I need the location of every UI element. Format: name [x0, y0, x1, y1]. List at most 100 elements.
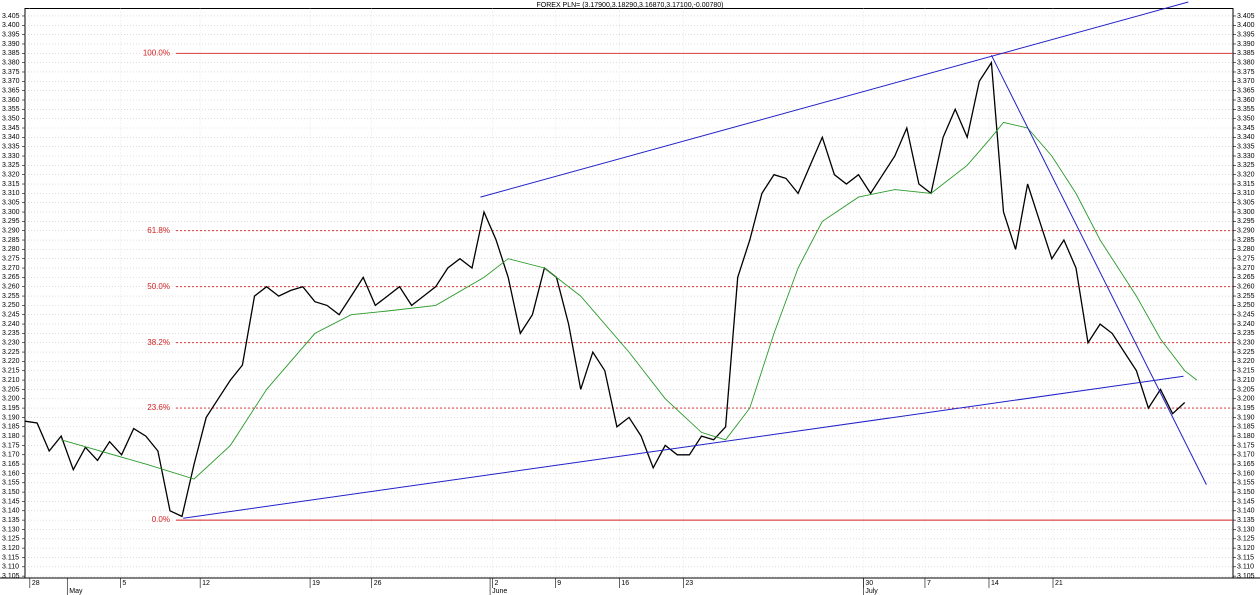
- x-tick-label: 30: [865, 580, 873, 587]
- y-tick-label: 3.260: [2, 284, 20, 291]
- y-tick-label: 3.365: [1237, 88, 1255, 95]
- trend-line: [183, 375, 1184, 519]
- y-tick-label: 3.180: [2, 433, 20, 440]
- y-tick-label: 3.215: [1237, 368, 1255, 375]
- y-tick-label: 3.155: [2, 480, 20, 487]
- x-tick-label: 21: [1055, 580, 1063, 587]
- fib-label: 50.0%: [147, 282, 170, 291]
- y-tick-label: 3.280: [1237, 246, 1255, 253]
- y-tick-label: 3.255: [2, 293, 20, 300]
- y-tick-label: 3.360: [2, 97, 20, 104]
- y-tick-label: 3.185: [2, 424, 20, 431]
- y-tick-label: 3.130: [2, 526, 20, 533]
- y-tick-label: 3.185: [1237, 424, 1255, 431]
- y-tick-label: 3.125: [2, 536, 20, 543]
- y-tick-label: 3.385: [2, 50, 20, 57]
- y-tick-label: 3.315: [1237, 181, 1255, 188]
- y-tick-label: 3.400: [1237, 22, 1255, 29]
- y-tick-label: 3.300: [2, 209, 20, 216]
- x-tick-label: 16: [621, 580, 629, 587]
- y-tick-label: 3.150: [1237, 489, 1255, 496]
- x-tick-label: 7: [927, 580, 931, 587]
- y-tick-label: 3.320: [2, 172, 20, 179]
- y-tick-label: 3.160: [2, 470, 20, 477]
- y-tick-label: 3.390: [2, 41, 20, 48]
- y-tick-label: 3.320: [1237, 172, 1255, 179]
- y-tick-label: 3.365: [2, 88, 20, 95]
- trend-line: [990, 54, 1207, 485]
- y-tick-label: 3.240: [2, 321, 20, 328]
- y-tick-label: 3.130: [1237, 526, 1255, 533]
- y-tick-label: 3.235: [1237, 330, 1255, 337]
- y-tick-label: 3.255: [1237, 293, 1255, 300]
- x-tick-label: 23: [685, 580, 693, 587]
- y-tick-label: 3.370: [1237, 78, 1255, 85]
- y-tick-label: 3.330: [2, 153, 20, 160]
- y-tick-label: 3.220: [2, 358, 20, 365]
- y-tick-label: 3.145: [1237, 498, 1255, 505]
- y-tick-label: 3.300: [1237, 209, 1255, 216]
- y-tick-label: 3.385: [1237, 50, 1255, 57]
- y-tick-label: 3.395: [2, 31, 20, 38]
- y-tick-label: 3.235: [2, 330, 20, 337]
- y-tick-label: 3.175: [1237, 442, 1255, 449]
- y-tick-label: 3.245: [1237, 312, 1255, 319]
- y-tick-label: 3.275: [2, 256, 20, 263]
- y-tick-label: 3.325: [1237, 162, 1255, 169]
- y-tick-label: 3.150: [2, 489, 20, 496]
- y-tick-label: 3.340: [1237, 134, 1255, 141]
- y-tick-label: 3.330: [1237, 153, 1255, 160]
- y-tick-label: 3.345: [2, 125, 20, 132]
- y-tick-label: 3.170: [2, 452, 20, 459]
- y-tick-label: 3.225: [1237, 349, 1255, 356]
- y-tick-label: 3.265: [1237, 274, 1255, 281]
- fib-label: 0.0%: [152, 515, 170, 524]
- y-tick-label: 3.140: [2, 508, 20, 515]
- y-tick-label: 3.205: [2, 386, 20, 393]
- y-tick-label: 3.390: [1237, 41, 1255, 48]
- fib-label: 23.6%: [147, 403, 170, 412]
- y-tick-label: 3.270: [2, 265, 20, 272]
- y-tick-label: 3.370: [2, 78, 20, 85]
- y-tick-label: 3.275: [1237, 256, 1255, 263]
- y-tick-label: 3.165: [2, 461, 20, 468]
- y-tick-label: 3.110: [1237, 564, 1254, 571]
- fib-label: 61.8%: [147, 226, 170, 235]
- y-tick-label: 3.225: [2, 349, 20, 356]
- y-tick-label: 3.315: [2, 181, 20, 188]
- month-label: July: [865, 588, 878, 595]
- trend-line: [480, 1, 1189, 198]
- y-tick-label: 3.145: [2, 498, 20, 505]
- y-tick-label: 3.310: [1237, 190, 1255, 197]
- y-tick-label: 3.115: [2, 554, 19, 561]
- y-tick-label: 3.375: [1237, 69, 1255, 76]
- y-tick-label: 3.380: [2, 59, 20, 66]
- y-tick-label: 3.190: [2, 414, 20, 421]
- y-tick-label: 3.250: [2, 302, 20, 309]
- y-tick-label: 3.305: [2, 200, 20, 207]
- y-tick-label: 3.105: [2, 573, 20, 580]
- x-tick-label: 26: [374, 580, 382, 587]
- y-tick-label: 3.230: [2, 340, 20, 347]
- y-tick-label: 3.155: [1237, 480, 1255, 487]
- y-tick-label: 3.350: [1237, 116, 1255, 123]
- y-tick-label: 3.200: [2, 396, 20, 403]
- y-tick-label: 3.190: [1237, 414, 1255, 421]
- y-tick-label: 3.295: [2, 218, 20, 225]
- chart-title: FOREX PLN= (3.17900,3.18290,3.16870,3.17…: [537, 2, 724, 9]
- fib-label: 100.0%: [143, 48, 170, 57]
- y-tick-label: 3.210: [1237, 377, 1255, 384]
- y-tick-label: 3.360: [1237, 97, 1255, 104]
- y-tick-label: 3.290: [2, 228, 20, 235]
- fib-label: 38.2%: [147, 338, 170, 347]
- y-tick-label: 3.210: [2, 377, 20, 384]
- y-tick-label: 3.405: [2, 13, 20, 20]
- moving-average: [61, 121, 1198, 480]
- x-tick-label: 28: [32, 580, 40, 587]
- y-tick-label: 3.245: [2, 312, 20, 319]
- y-tick-label: 3.240: [1237, 321, 1255, 328]
- y-tick-label: 3.125: [1237, 536, 1255, 543]
- y-tick-label: 3.345: [1237, 125, 1255, 132]
